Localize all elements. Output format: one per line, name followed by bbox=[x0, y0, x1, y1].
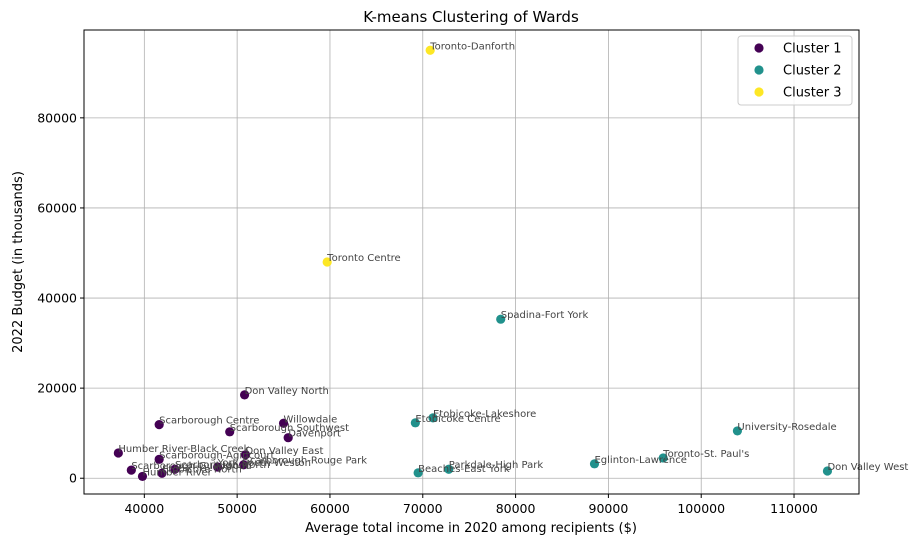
point-label: Eglinton-Lawrence bbox=[594, 455, 686, 466]
data-point bbox=[170, 464, 180, 474]
data-point bbox=[822, 466, 833, 476]
point-label: Scarborough Southwest bbox=[230, 423, 349, 434]
point-label: Etobicoke North bbox=[162, 464, 242, 475]
x-tick-label: 80000 bbox=[496, 501, 536, 516]
data-point bbox=[658, 453, 668, 463]
legend-label: Cluster 2 bbox=[783, 64, 842, 79]
x-tick-label: 70000 bbox=[403, 501, 443, 516]
data-points bbox=[113, 45, 833, 482]
data-point bbox=[278, 418, 289, 428]
data-point bbox=[444, 464, 454, 474]
data-point bbox=[113, 448, 123, 458]
point-label: Toronto Centre bbox=[326, 253, 401, 264]
point-label: Toronto-St. Paul's bbox=[662, 449, 749, 460]
y-axis-ticks: 0 20000 40000 60000 80000 bbox=[37, 110, 84, 486]
legend: Cluster 1 Cluster 2 Cluster 3 bbox=[737, 35, 853, 106]
point-label: Davenport bbox=[288, 429, 341, 440]
y-tick-label: 60000 bbox=[37, 200, 77, 215]
data-point bbox=[410, 418, 420, 428]
point-label: Scarborough-Guildwood bbox=[131, 461, 251, 472]
data-point bbox=[425, 45, 435, 55]
legend-marker bbox=[754, 43, 764, 53]
x-axis-ticks: 40000 50000 60000 70000 80000 90000 100000 1100… bbox=[124, 494, 818, 516]
data-point bbox=[154, 454, 164, 464]
x-tick-label: 50000 bbox=[217, 501, 257, 516]
y-axis-label: 2022 Budget (in thousands) bbox=[11, 171, 26, 353]
point-label: Scarborough North bbox=[175, 460, 270, 471]
data-point bbox=[496, 314, 506, 324]
data-point bbox=[213, 462, 223, 472]
y-tick-label: 20000 bbox=[37, 381, 77, 396]
x-tick-label: 90000 bbox=[589, 501, 629, 516]
point-label: Etobicoke-Lakeshore bbox=[433, 409, 536, 420]
point-label: Scarborough-Agincourt bbox=[159, 450, 274, 461]
x-axis-label: Average total income in 2020 among recip… bbox=[305, 521, 637, 536]
point-label: Etobicoke Centre bbox=[415, 414, 500, 425]
data-point bbox=[239, 390, 250, 400]
point-label: Scarborough Centre bbox=[159, 416, 259, 427]
data-point bbox=[322, 257, 332, 267]
point-label: Willowdale bbox=[284, 414, 338, 425]
x-tick-label: 100000 bbox=[677, 501, 725, 516]
point-label: Scarborough-Rouge Park bbox=[244, 456, 368, 467]
y-tick-label: 0 bbox=[69, 471, 77, 486]
legend-label: Cluster 3 bbox=[783, 86, 842, 101]
data-point bbox=[428, 413, 438, 423]
point-labels: Toronto-Danforth Toronto Centre Spadina-Fo… bbox=[118, 41, 908, 478]
legend-marker bbox=[754, 87, 764, 97]
grid bbox=[84, 30, 859, 494]
x-tick-label: 60000 bbox=[310, 501, 350, 516]
data-point bbox=[154, 420, 164, 430]
x-tick-label: 110000 bbox=[770, 501, 818, 516]
x-tick-label: 40000 bbox=[124, 501, 164, 516]
data-point bbox=[413, 468, 423, 478]
point-label: Toronto-Danforth bbox=[429, 41, 515, 52]
point-label: Humber River bbox=[142, 467, 212, 478]
data-point bbox=[225, 427, 235, 437]
data-point bbox=[732, 426, 743, 436]
data-point bbox=[283, 433, 293, 443]
legend-marker bbox=[754, 65, 764, 75]
data-point bbox=[240, 450, 251, 460]
chart-title: K-means Clustering of Wards bbox=[363, 8, 579, 26]
y-tick-label: 40000 bbox=[37, 291, 77, 306]
data-point bbox=[137, 471, 148, 482]
data-point bbox=[589, 459, 600, 469]
point-label: Parkdale-High Park bbox=[449, 460, 544, 471]
legend-box bbox=[737, 35, 853, 106]
point-label: Don Valley North bbox=[245, 386, 329, 397]
y-tick-label: 80000 bbox=[37, 110, 77, 125]
data-point bbox=[239, 460, 249, 470]
data-point bbox=[157, 468, 167, 478]
point-label: University-Rosedale bbox=[737, 422, 836, 433]
point-label: Don Valley East bbox=[245, 446, 323, 457]
legend-label: Cluster 1 bbox=[783, 42, 842, 57]
point-label: Beaches-East York bbox=[418, 464, 510, 475]
plot-frame bbox=[83, 29, 860, 495]
point-label: Don Valley West bbox=[827, 462, 908, 473]
point-label: York South-Weston bbox=[217, 458, 311, 469]
point-label: Humber River-Black Creek bbox=[118, 444, 249, 455]
point-label: Spadina-Fort York bbox=[501, 310, 589, 321]
data-point bbox=[126, 465, 136, 475]
